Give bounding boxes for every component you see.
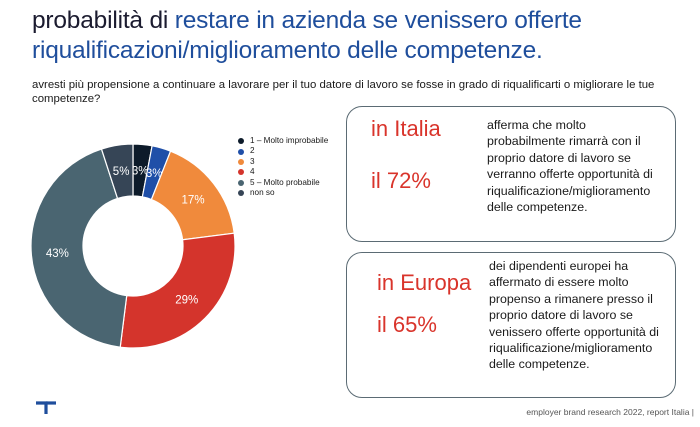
callout-text-line: probabilmente rimarrà con il [487, 134, 641, 149]
callout-text-line: propenso a rimanere presso il [489, 291, 653, 306]
callout-region-italia: in Italia [371, 116, 441, 141]
legend-item: 4 [238, 167, 328, 177]
callout-region-europa: in Europa [377, 270, 472, 295]
legend-label: 4 [250, 167, 255, 177]
callout-text-line: proprio datore di lavoro se [487, 150, 631, 165]
donut-slice [30, 148, 128, 348]
legend-label: 1 – Molto improbabile [250, 136, 329, 145]
callout-text-line: delle competenze. [489, 357, 590, 372]
callout-text-italia: afferma che molto probabilmente rimarrà … [487, 117, 653, 215]
callout-text-line: afferma che molto [487, 118, 586, 132]
donut-slice-label: 43% [46, 248, 69, 260]
legend-swatch [238, 190, 244, 197]
legend-label: 3 [250, 156, 255, 166]
legend-item: 1 – Molto improbabile [238, 136, 328, 146]
title-line2: riqualificazioni/miglioramento delle com… [32, 37, 543, 64]
callout-text-line: affermato di essere molto [489, 275, 629, 290]
callout-text-europa: dei dipendenti europei ha affermato di e… [489, 258, 659, 373]
donut-slice [119, 232, 236, 349]
legend-item: non so [238, 188, 328, 198]
legend-item: 3 [238, 157, 328, 167]
title-part2: restare in azienda se venissero offerte [174, 7, 582, 34]
page-title: probabilità di restare in azienda se ven… [32, 6, 682, 66]
donut-slice [100, 143, 134, 200]
donut-slice-label: 3% [146, 168, 163, 180]
callout-italia: in Italia il 72% afferma che molto proba… [346, 106, 676, 242]
footer-source: employer brand research 2022, report Ita… [526, 407, 694, 417]
callout-europa: in Europa il 65% dei dipendenti europei … [346, 252, 676, 398]
legend-label: 5 – Molto probabile [250, 177, 320, 187]
callout-text-line: proprio datore di lavoro se [489, 308, 633, 323]
legend-swatch [238, 179, 244, 186]
legend-swatch [238, 138, 244, 145]
legend-label: 2 [250, 146, 255, 156]
callout-text-line: venissero offerte opportunità di [489, 324, 659, 339]
legend-swatch [238, 159, 244, 166]
title-part1: probabilità di [32, 7, 175, 34]
legend-swatch [238, 148, 244, 155]
legend-item: 5 – Molto probabile [238, 178, 328, 188]
donut-slice-label: 3% [132, 165, 149, 177]
randstad-logo-icon [36, 401, 56, 414]
callout-text-line: riqualificazione/miglioramento [489, 341, 653, 356]
callout-percent-europa: il 65% [377, 312, 437, 337]
donut-slice-label: 17% [182, 194, 205, 206]
callout-text-line: delle competenze. [487, 200, 588, 215]
callout-text-line: riqualificazione/miglioramento [487, 183, 651, 198]
donut-slice-label: 5% [113, 166, 130, 178]
donut-slice-label: 29% [175, 295, 198, 307]
legend-label: non so [250, 188, 275, 198]
chart-legend: 1 – Molto improbabile 2 3 4 5 – Molto probab… [238, 136, 328, 198]
callout-percent-italia: il 72% [371, 168, 431, 193]
survey-question: avresti più propensione a continuare a l… [32, 79, 655, 105]
callout-text-line: dei dipendenti europei ha [489, 259, 629, 273]
legend-item: 2 [238, 146, 328, 156]
legend-swatch [238, 169, 244, 176]
callout-text-line: verranno offerte opportunità di [487, 167, 653, 182]
